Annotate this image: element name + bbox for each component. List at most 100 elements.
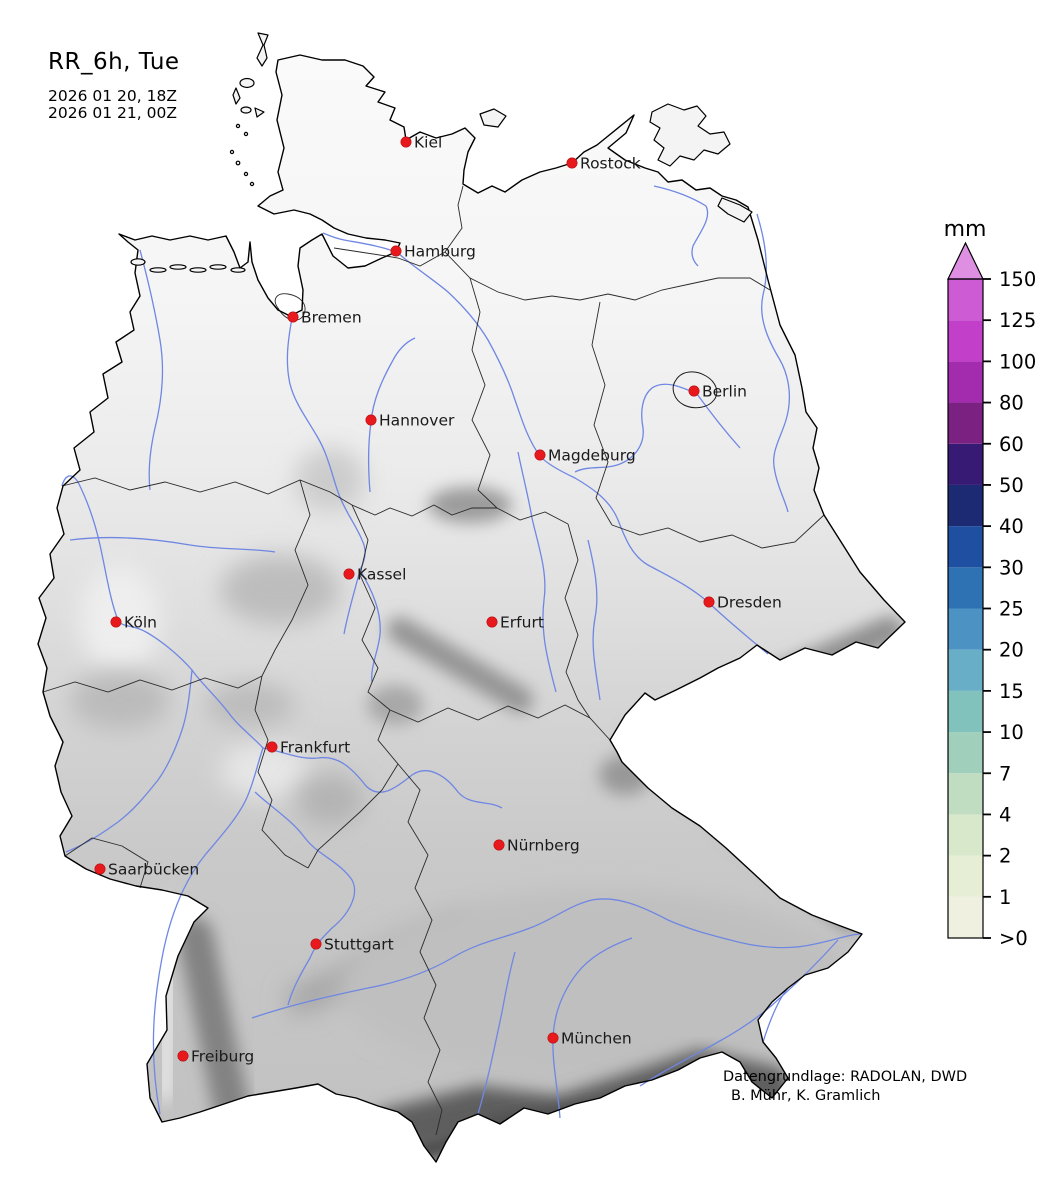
river-mosel bbox=[65, 669, 193, 853]
city-label: Dresden bbox=[717, 594, 782, 612]
river-leine bbox=[367, 337, 416, 493]
city-marker: München bbox=[547, 1030, 632, 1048]
city-label: München bbox=[561, 1030, 632, 1048]
city-marker: Rostock bbox=[566, 155, 641, 173]
city-dot bbox=[493, 839, 505, 851]
river-weisse-elster bbox=[587, 539, 601, 701]
city-marker: Berlin bbox=[688, 383, 747, 401]
city-dot bbox=[390, 245, 402, 257]
colorbar-arrow bbox=[947, 241, 984, 280]
city-label: Berlin bbox=[702, 383, 747, 401]
city-marker: Stuttgart bbox=[310, 936, 394, 954]
island-borkum bbox=[130, 258, 146, 266]
city-marker: Magdeburg bbox=[534, 447, 636, 465]
city-label: Köln bbox=[124, 614, 157, 632]
river-lech bbox=[477, 951, 516, 1115]
island-sylt bbox=[256, 32, 269, 67]
colorbar-segment bbox=[948, 567, 983, 609]
colorbar-tick-label: 25 bbox=[999, 598, 1024, 621]
colorbar-segment bbox=[948, 443, 983, 485]
city-marker: Kassel bbox=[343, 566, 406, 584]
colorbar-segment bbox=[948, 896, 983, 938]
river-isar bbox=[552, 937, 633, 1119]
colorbar-tick-label: 60 bbox=[999, 433, 1024, 456]
river-ems bbox=[139, 249, 164, 491]
river-main bbox=[262, 747, 503, 809]
river-havel-spree bbox=[574, 383, 741, 473]
city-label: Bremen bbox=[301, 309, 362, 327]
river-rhine bbox=[61, 475, 264, 1115]
colorbar-tick-label: 20 bbox=[999, 639, 1024, 662]
colorbar-segment bbox=[948, 649, 983, 691]
colorbar-segment bbox=[948, 732, 983, 774]
colorbar-tick-label: 50 bbox=[999, 474, 1024, 497]
city-dot bbox=[266, 741, 278, 753]
rivers bbox=[61, 185, 863, 1119]
colorbar-tick-label: 7 bbox=[999, 762, 1011, 785]
colorbar-segment bbox=[948, 402, 983, 444]
valid-time-start: 2026 01 20, 18Z bbox=[48, 87, 177, 106]
city-dot bbox=[177, 1050, 189, 1062]
colorbar-tick-label: >0 bbox=[999, 927, 1028, 950]
city-dot bbox=[343, 568, 355, 580]
colorbar-tick-label: 10 bbox=[999, 721, 1024, 744]
state-borders bbox=[42, 185, 825, 1136]
river-oder bbox=[756, 213, 791, 513]
colorbar-segment bbox=[948, 361, 983, 403]
colorbar-segment bbox=[948, 484, 983, 527]
colorbar-segment bbox=[948, 279, 983, 321]
colorbar-segment bbox=[948, 773, 983, 815]
colorbar-segment bbox=[948, 690, 983, 733]
colorbar-tick-label: 15 bbox=[999, 680, 1024, 703]
city-label: Stuttgart bbox=[324, 936, 394, 954]
city-label: Freiburg bbox=[191, 1048, 254, 1066]
city-dot bbox=[534, 449, 546, 461]
island-usedom bbox=[717, 197, 753, 223]
island-amrum bbox=[232, 87, 241, 105]
attribution-authors: B. Mühr, K. Gramlich bbox=[731, 1088, 881, 1104]
city-label: Kassel bbox=[357, 566, 406, 584]
city-dot bbox=[688, 385, 700, 397]
city-label: Frankfurt bbox=[280, 739, 350, 757]
river-salzach bbox=[762, 987, 789, 1043]
river-peene bbox=[653, 185, 709, 267]
city-marker: Bremen bbox=[287, 309, 362, 327]
colorbar-segment bbox=[948, 320, 983, 362]
city-label: Hannover bbox=[379, 412, 455, 430]
colorbar: >0 1 2 4 7 10 15 20 25 30 40 50 60 80 100 125 150 bbox=[947, 241, 1036, 950]
city-dot bbox=[310, 938, 322, 950]
title-block: RR_6h, Tue 2026 01 20, 18Z 2026 01 21, 0… bbox=[48, 50, 180, 122]
island-pellworm bbox=[240, 106, 252, 114]
city-label: Erfurt bbox=[500, 614, 544, 632]
island-ruegen bbox=[649, 103, 731, 167]
attribution-source: Datengrundlage: RADOLAN, DWD bbox=[723, 1069, 968, 1085]
city-marker: Nürnberg bbox=[493, 837, 580, 855]
city-dot bbox=[94, 863, 106, 875]
city-label: Hamburg bbox=[404, 243, 476, 261]
berlin-city-boundary bbox=[672, 371, 718, 409]
river-werra bbox=[359, 569, 381, 683]
city-marker: Freiburg bbox=[177, 1048, 254, 1066]
city-dot bbox=[703, 596, 715, 608]
colorbar-tick-label: 40 bbox=[999, 515, 1024, 538]
colorbar-tick-label: 100 bbox=[999, 350, 1036, 373]
city-label: Rostock bbox=[580, 155, 641, 173]
colorbar-tick-label: 4 bbox=[999, 803, 1011, 826]
river-fulda bbox=[343, 569, 361, 635]
colorbar-segment bbox=[948, 814, 983, 856]
city-marker: Hannover bbox=[365, 412, 455, 430]
river-lippe bbox=[69, 536, 276, 553]
city-label: Magdeburg bbox=[548, 447, 636, 465]
germany-outline bbox=[37, 54, 906, 1163]
river-inn bbox=[639, 939, 839, 1087]
city-marker: Erfurt bbox=[486, 614, 544, 632]
cities-layer: Kiel Rostock Hamburg Bremen Berlin Hannover Ma… bbox=[94, 134, 782, 1066]
islands bbox=[130, 32, 753, 273]
city-dot bbox=[400, 136, 412, 148]
river-neckar bbox=[254, 791, 356, 1006]
city-marker: Dresden bbox=[703, 594, 782, 612]
colorbar-segment bbox=[948, 855, 983, 897]
city-dot bbox=[486, 616, 498, 628]
city-marker: Kiel bbox=[400, 134, 442, 152]
